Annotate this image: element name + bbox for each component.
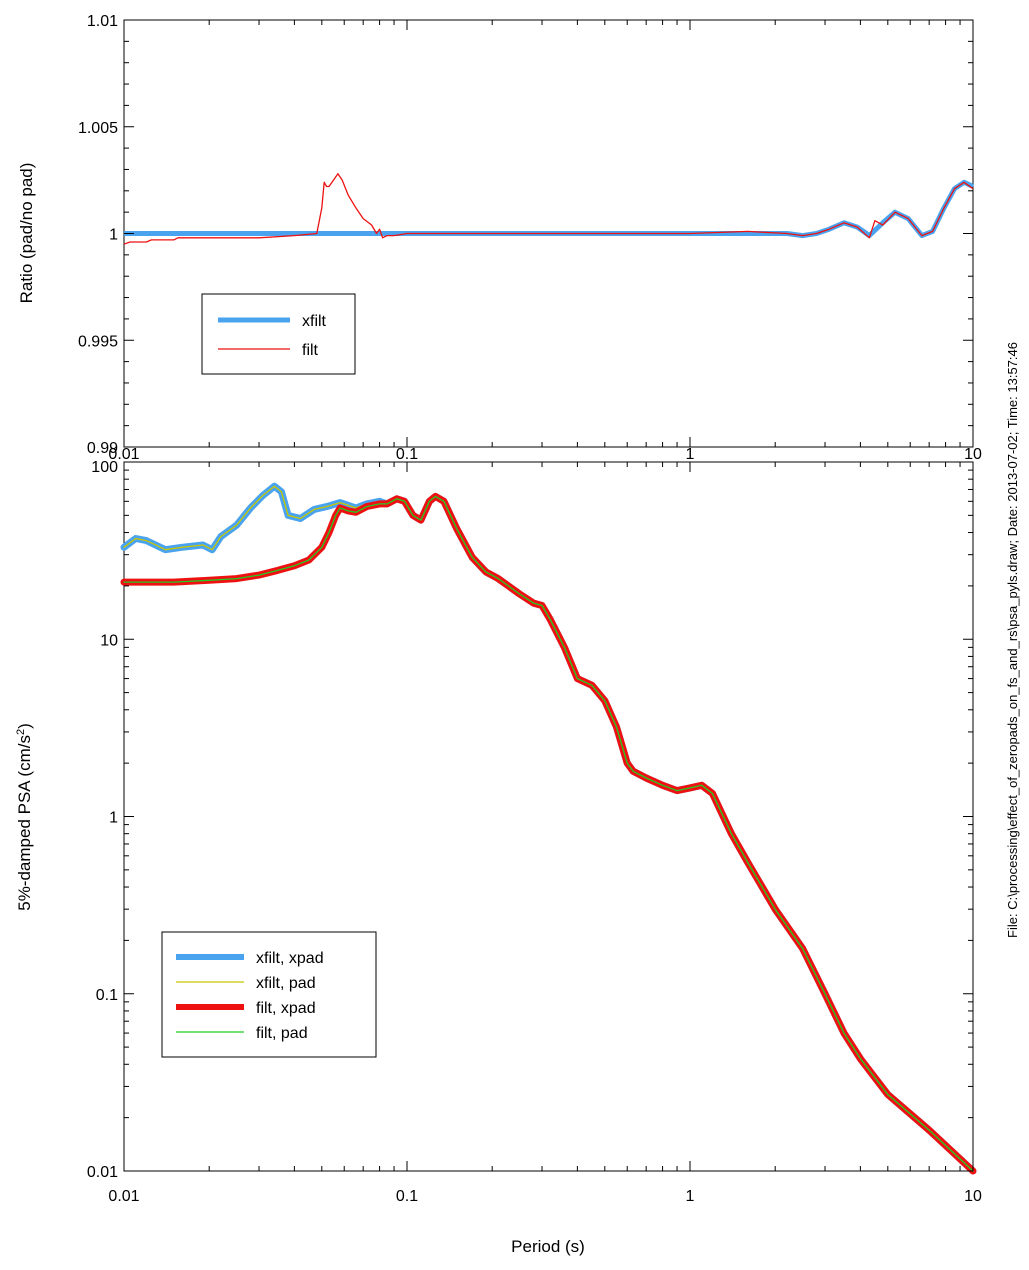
ratio-y-axis-label: Ratio (pad/no pad) [17,163,36,304]
psa-legend-label: xfilt, xpad [256,950,324,967]
psa-legend: xfilt, xpad xfilt, pad filt, xpad filt, pad [161,931,377,1058]
psa-x-tick-label: 10 [964,1188,982,1205]
ratio-x-tick-label: 0.1 [396,446,418,463]
ratio-legend-label: filt [302,342,319,359]
psa-series-xfilt-xpad-line [120,482,977,1175]
psa-y-tick-label: 0.01 [87,1164,118,1181]
psa-series-group [120,482,977,1175]
psa-legend-label: xfilt, pad [256,975,316,992]
ratio-y-tick-label: 1 [109,227,118,244]
ratio-series-filt-line [123,173,974,245]
psa-y-axis-label-main: 5%-damped PSA (cm/s [15,735,34,911]
ratio-x-tick-label: 0.01 [108,446,139,463]
psa-y-tick-label: 10 [100,632,118,649]
psa-y-axis-label: 5%-damped PSA (cm/s2) [15,723,34,911]
psa-x-axis-label: Period (s) [511,1237,585,1256]
ratio-legend-box [201,293,356,375]
psa-y-axis-label-end: ) [15,723,34,729]
psa-legend-box [161,931,377,1058]
psa-y-tick-label: 1 [109,810,118,827]
file-info-note: File: C:\processing\effect_of_zeropads_o… [1005,342,1020,938]
ratio-x-tick-label: 1 [686,446,695,463]
psa-series-filt-pad-line [123,495,974,1172]
psa-y-axis-label-superscript: 2 [15,729,27,735]
ratio-series-xfilt-line [124,179,975,239]
psa-x-tick-label: 0.01 [108,1188,139,1205]
psa-series-filt-xpad-line [120,492,977,1175]
ratio-axis-ticks: 0.01 0.1 1 10 0.99 0.995 1 1.005 1.01 [78,13,982,463]
psa-x-tick-label: 0.1 [396,1188,418,1205]
ratio-x-tick-label: 10 [964,446,982,463]
ratio-legend: xfilt filt [201,293,356,375]
psa-y-tick-label: 100 [91,459,118,476]
psa-panel: 0.01 0.1 1 10 0.01 0.1 1 10 100 5%-damped PSA (c… [15,459,982,1256]
psa-series-xfilt-pad-line [123,485,974,1172]
ratio-y-tick-label: 1.01 [87,13,118,30]
ratio-y-tick-label: 0.99 [87,440,118,457]
ratio-series-group [123,173,975,245]
psa-legend-label: filt, pad [256,1025,308,1042]
psa-axis-ticks: 0.01 0.1 1 10 0.01 0.1 1 10 100 [87,459,982,1205]
ratio-y-tick-label: 1.005 [78,120,118,137]
ratio-legend-label: xfilt [302,313,327,330]
psa-legend-label: filt, xpad [256,1000,316,1017]
psa-x-tick-label: 1 [686,1188,695,1205]
psa-plot-frame [123,461,974,1172]
ratio-y-tick-label: 0.995 [78,333,118,350]
psa-y-tick-label: 0.1 [96,987,118,1004]
ratio-panel: 0.01 0.1 1 10 0.99 0.995 1 1.005 1.01 Ratio (pad… [17,13,982,463]
